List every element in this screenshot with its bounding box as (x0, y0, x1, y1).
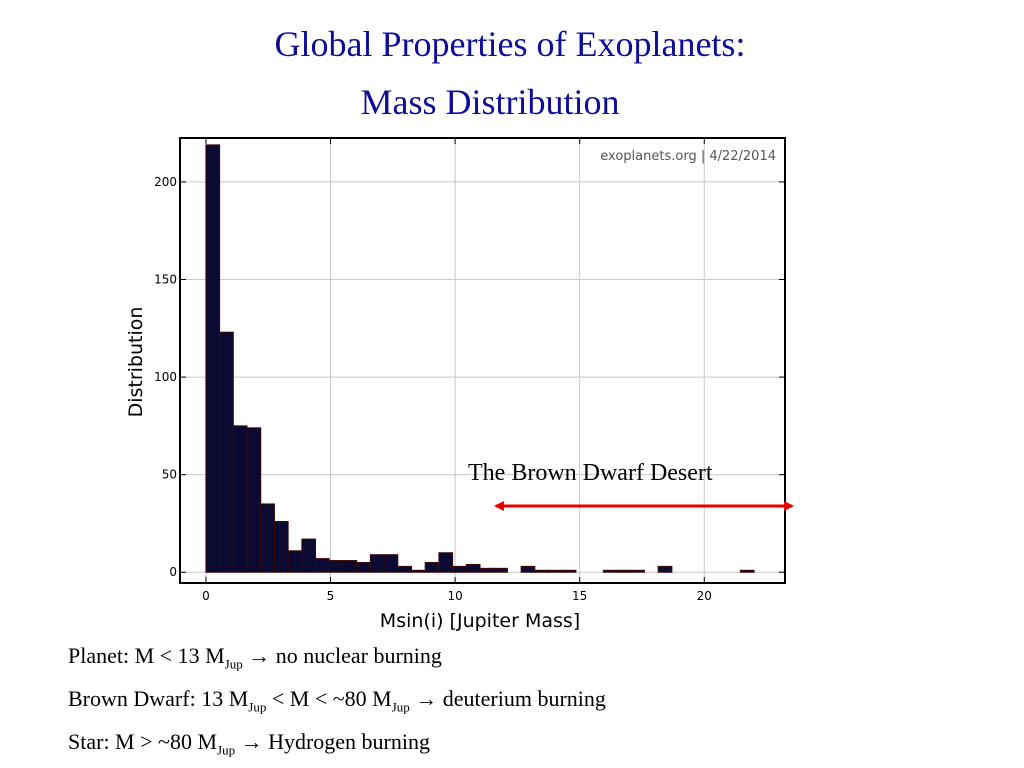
histogram-bar (479, 567, 495, 573)
y-tick-label: 0 (169, 565, 177, 579)
histogram-bar (410, 569, 426, 573)
histogram-bar (369, 554, 385, 573)
y-tick-label: 150 (154, 273, 177, 287)
histogram-bar (465, 563, 481, 573)
brown-dwarf-desert-label: The Brown Dwarf Desert (468, 460, 713, 486)
histogram-bar (493, 567, 508, 573)
histogram-bar (232, 425, 248, 573)
x-tick-label: 5 (327, 589, 335, 603)
x-tick-label: 15 (572, 589, 587, 603)
y-axis-label: Distribution (125, 307, 147, 418)
histogram-bar (397, 565, 412, 573)
histogram-bar (602, 569, 618, 573)
histogram-bar (287, 550, 303, 573)
histogram-bar (342, 560, 358, 573)
histogram-bar (520, 565, 536, 573)
y-tick-label: 100 (154, 370, 177, 384)
histogram-bar (246, 427, 262, 573)
histogram-bar (219, 331, 234, 573)
histogram-bar (739, 569, 755, 573)
histogram-bar (315, 558, 330, 573)
histogram-bar (383, 554, 399, 573)
slide-subtitle: Mass Distribution (360, 82, 620, 122)
histogram-bar (630, 569, 645, 573)
y-tick-label: 200 (154, 175, 177, 189)
histogram-bar (452, 565, 467, 573)
slide-title: Global Properties of Exoplanets: (274, 24, 746, 64)
x-tick-label: 0 (202, 589, 210, 603)
histogram-bar (616, 569, 632, 573)
histogram-bar (301, 538, 317, 573)
y-tick-label: 50 (162, 468, 177, 482)
x-tick-label: 20 (697, 589, 712, 603)
histogram-bar (424, 561, 440, 573)
histogram-bar (561, 569, 577, 573)
histogram-bar (534, 569, 550, 573)
histogram-bar (205, 144, 221, 573)
histogram-bar (328, 560, 344, 573)
histogram-bar (438, 552, 454, 573)
plot-frame (179, 137, 786, 584)
histogram-bars (205, 144, 755, 573)
histogram-bar (273, 521, 289, 573)
histogram-bar (260, 503, 275, 573)
brown-dwarf-note: Brown Dwarf: 13 MJup < M < ~80 MJup → de… (68, 686, 606, 715)
planet-note: Planet: M < 13 MJup → no nuclear burning (68, 643, 442, 672)
x-axis-label: Msin(i) [Jupiter Mass] (380, 610, 580, 632)
watermark: exoplanets.org | 4/22/2014 (600, 149, 776, 164)
histogram-bar (657, 565, 673, 573)
x-tick-label: 10 (447, 589, 462, 603)
histogram-bar (548, 569, 563, 573)
histogram-bar (356, 561, 371, 573)
star-note: Star: M > ~80 MJup → Hydrogen burning (68, 729, 430, 758)
